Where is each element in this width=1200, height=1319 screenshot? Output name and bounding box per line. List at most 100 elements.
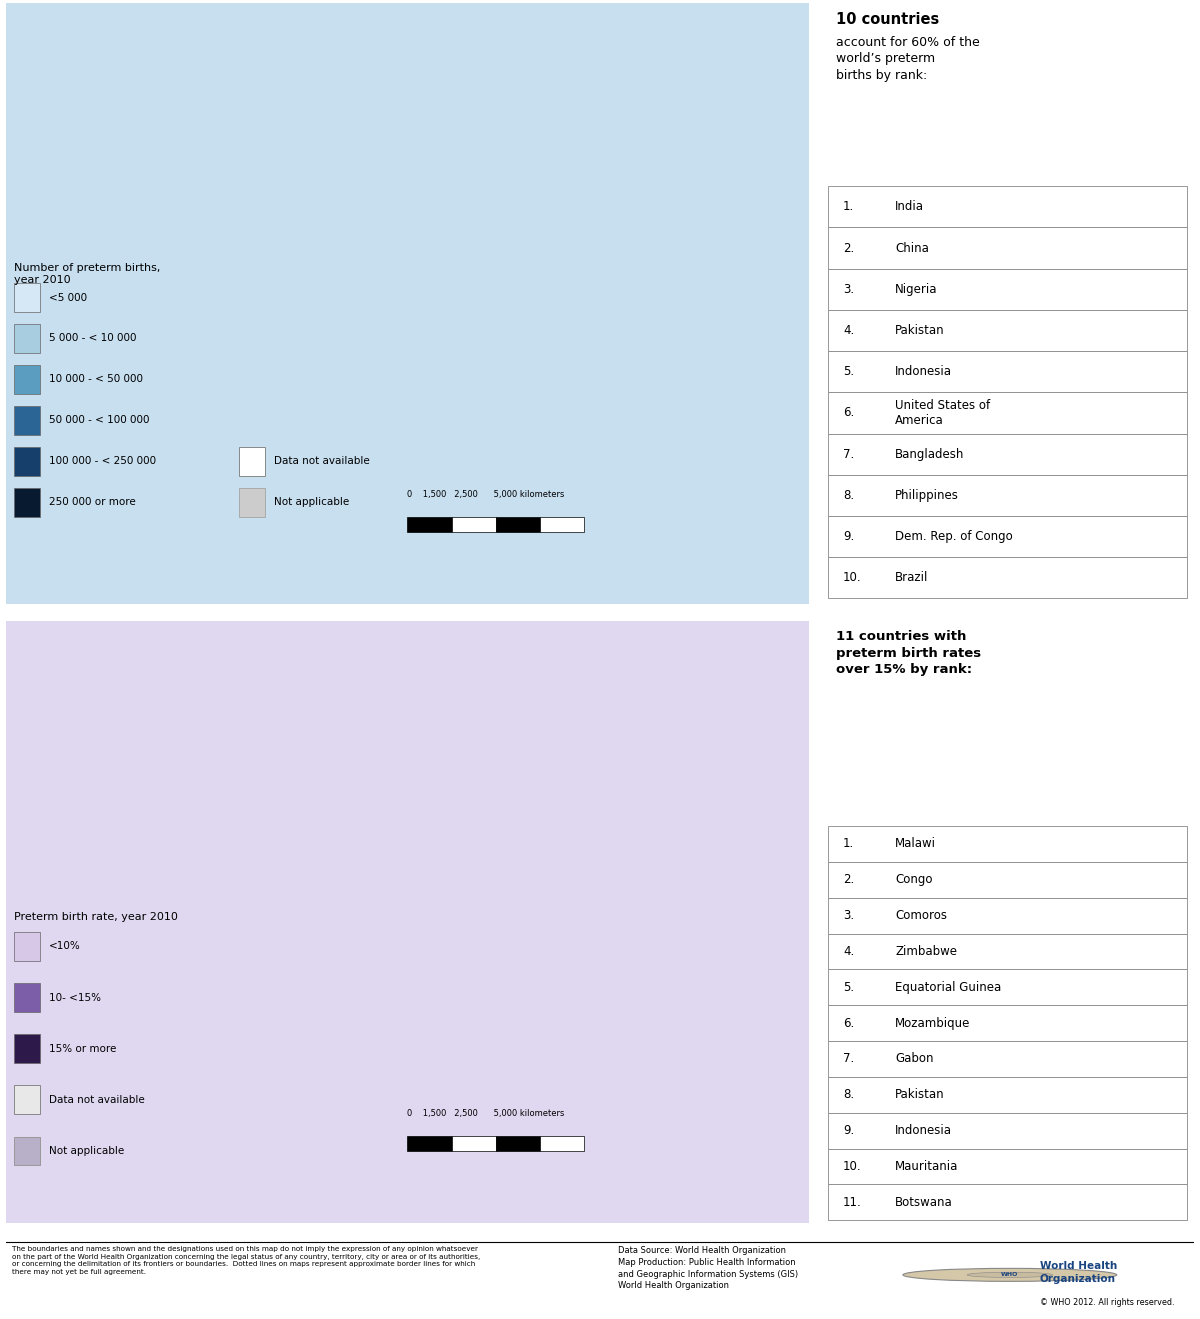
Text: Dem. Rep. of Congo: Dem. Rep. of Congo	[895, 530, 1013, 543]
Text: 8.: 8.	[842, 489, 854, 501]
Text: America: America	[895, 414, 944, 426]
FancyBboxPatch shape	[14, 1034, 40, 1063]
Bar	[828, 1005, 1187, 1041]
FancyBboxPatch shape	[14, 1086, 40, 1115]
Text: 11 countries with
preterm birth rates
over 15% by rank:: 11 countries with preterm birth rates ov…	[835, 630, 980, 677]
FancyBboxPatch shape	[14, 365, 40, 394]
Bar	[828, 434, 1187, 475]
Text: 9.: 9.	[842, 530, 854, 543]
Text: Malawi: Malawi	[895, 838, 936, 851]
Text: 10 countries: 10 countries	[835, 12, 938, 26]
FancyBboxPatch shape	[408, 1136, 451, 1151]
Text: 9.: 9.	[842, 1124, 854, 1137]
Text: Indonesia: Indonesia	[895, 365, 953, 379]
Text: 100 000 - < 250 000: 100 000 - < 250 000	[49, 456, 156, 466]
Text: 3.: 3.	[842, 282, 854, 295]
Text: 4.: 4.	[842, 324, 854, 336]
FancyBboxPatch shape	[14, 933, 40, 960]
Circle shape	[902, 1269, 1117, 1281]
Text: 5.: 5.	[842, 365, 854, 379]
Text: Not applicable: Not applicable	[49, 1146, 125, 1155]
Text: Congo: Congo	[895, 873, 932, 886]
Text: 11.: 11.	[842, 1196, 862, 1208]
Bar	[828, 269, 1187, 310]
Text: 10.: 10.	[842, 571, 862, 584]
Text: 0    1,500   2,500      5,000 kilometers: 0 1,500 2,500 5,000 kilometers	[408, 491, 565, 499]
Text: Comoros: Comoros	[895, 909, 947, 922]
Bar	[828, 1041, 1187, 1076]
Text: Zimbabwe: Zimbabwe	[895, 944, 958, 958]
Text: Number of preterm births,
year 2010: Number of preterm births, year 2010	[14, 262, 161, 285]
FancyBboxPatch shape	[540, 1136, 584, 1151]
FancyBboxPatch shape	[451, 1136, 496, 1151]
Text: 250 000 or more: 250 000 or more	[49, 497, 136, 506]
Text: account for 60% of the
world’s preterm
births by rank:: account for 60% of the world’s preterm b…	[835, 36, 979, 82]
Text: Indonesia: Indonesia	[895, 1124, 953, 1137]
Bar	[828, 969, 1187, 1005]
Text: Data not available: Data not available	[274, 456, 370, 466]
Bar	[828, 310, 1187, 351]
Text: 10.: 10.	[842, 1159, 862, 1173]
Text: 15% or more: 15% or more	[49, 1043, 116, 1054]
Text: 10 000 - < 50 000: 10 000 - < 50 000	[49, 375, 143, 384]
Bar	[828, 1076, 1187, 1113]
Text: 6.: 6.	[842, 406, 854, 419]
FancyBboxPatch shape	[239, 447, 264, 476]
FancyBboxPatch shape	[14, 406, 40, 435]
FancyBboxPatch shape	[540, 517, 584, 532]
Text: 7.: 7.	[842, 447, 854, 460]
Text: The boundaries and names shown and the designations used on this map do not impl: The boundaries and names shown and the d…	[12, 1246, 480, 1275]
Text: 2.: 2.	[842, 873, 854, 886]
Text: Brazil: Brazil	[895, 571, 929, 584]
Text: 5.: 5.	[842, 981, 854, 993]
Text: 5 000 - < 10 000: 5 000 - < 10 000	[49, 334, 137, 343]
Text: <10%: <10%	[49, 942, 82, 951]
Text: Mozambique: Mozambique	[895, 1017, 971, 1030]
Bar	[828, 1113, 1187, 1149]
Text: Preterm birth rate, year 2010: Preterm birth rate, year 2010	[14, 913, 178, 922]
Bar	[828, 934, 1187, 969]
FancyBboxPatch shape	[14, 284, 40, 313]
FancyBboxPatch shape	[14, 983, 40, 1012]
Bar	[828, 475, 1187, 516]
FancyBboxPatch shape	[14, 1137, 40, 1166]
Bar	[828, 516, 1187, 557]
FancyBboxPatch shape	[451, 517, 496, 532]
Text: Data not available: Data not available	[49, 1095, 145, 1105]
Bar	[828, 227, 1187, 269]
Bar	[828, 861, 1187, 898]
Text: Gabon: Gabon	[895, 1053, 934, 1066]
Text: United States of: United States of	[895, 400, 990, 412]
Text: Botswana: Botswana	[895, 1196, 953, 1208]
Text: Philippines: Philippines	[895, 489, 959, 501]
Bar	[828, 392, 1187, 434]
Text: Bangladesh: Bangladesh	[895, 447, 965, 460]
FancyBboxPatch shape	[408, 517, 451, 532]
FancyBboxPatch shape	[14, 447, 40, 476]
Text: 10- <15%: 10- <15%	[49, 992, 101, 1002]
FancyBboxPatch shape	[14, 324, 40, 353]
Text: Equatorial Guinea: Equatorial Guinea	[895, 981, 1002, 993]
FancyBboxPatch shape	[496, 517, 540, 532]
Text: Pakistan: Pakistan	[895, 324, 944, 336]
Text: Pakistan: Pakistan	[895, 1088, 944, 1101]
Bar	[828, 1184, 1187, 1220]
FancyBboxPatch shape	[496, 1136, 540, 1151]
Text: 7.: 7.	[842, 1053, 854, 1066]
Text: 0    1,500   2,500      5,000 kilometers: 0 1,500 2,500 5,000 kilometers	[408, 1109, 565, 1119]
Text: India: India	[895, 200, 924, 214]
Text: Mauritania: Mauritania	[895, 1159, 959, 1173]
Bar	[828, 1149, 1187, 1184]
Text: 6.: 6.	[842, 1017, 854, 1030]
Text: 2.: 2.	[842, 241, 854, 255]
Text: WHO: WHO	[1001, 1273, 1019, 1277]
Bar	[828, 351, 1187, 392]
Text: 1.: 1.	[842, 200, 854, 214]
Bar	[828, 826, 1187, 861]
Bar	[828, 898, 1187, 934]
Text: Data Source: World Health Organization
Map Production: Public Health Information: Data Source: World Health Organization M…	[618, 1246, 798, 1290]
Text: Not applicable: Not applicable	[274, 497, 349, 506]
Text: 8.: 8.	[842, 1088, 854, 1101]
FancyBboxPatch shape	[239, 488, 264, 517]
FancyBboxPatch shape	[14, 488, 40, 517]
